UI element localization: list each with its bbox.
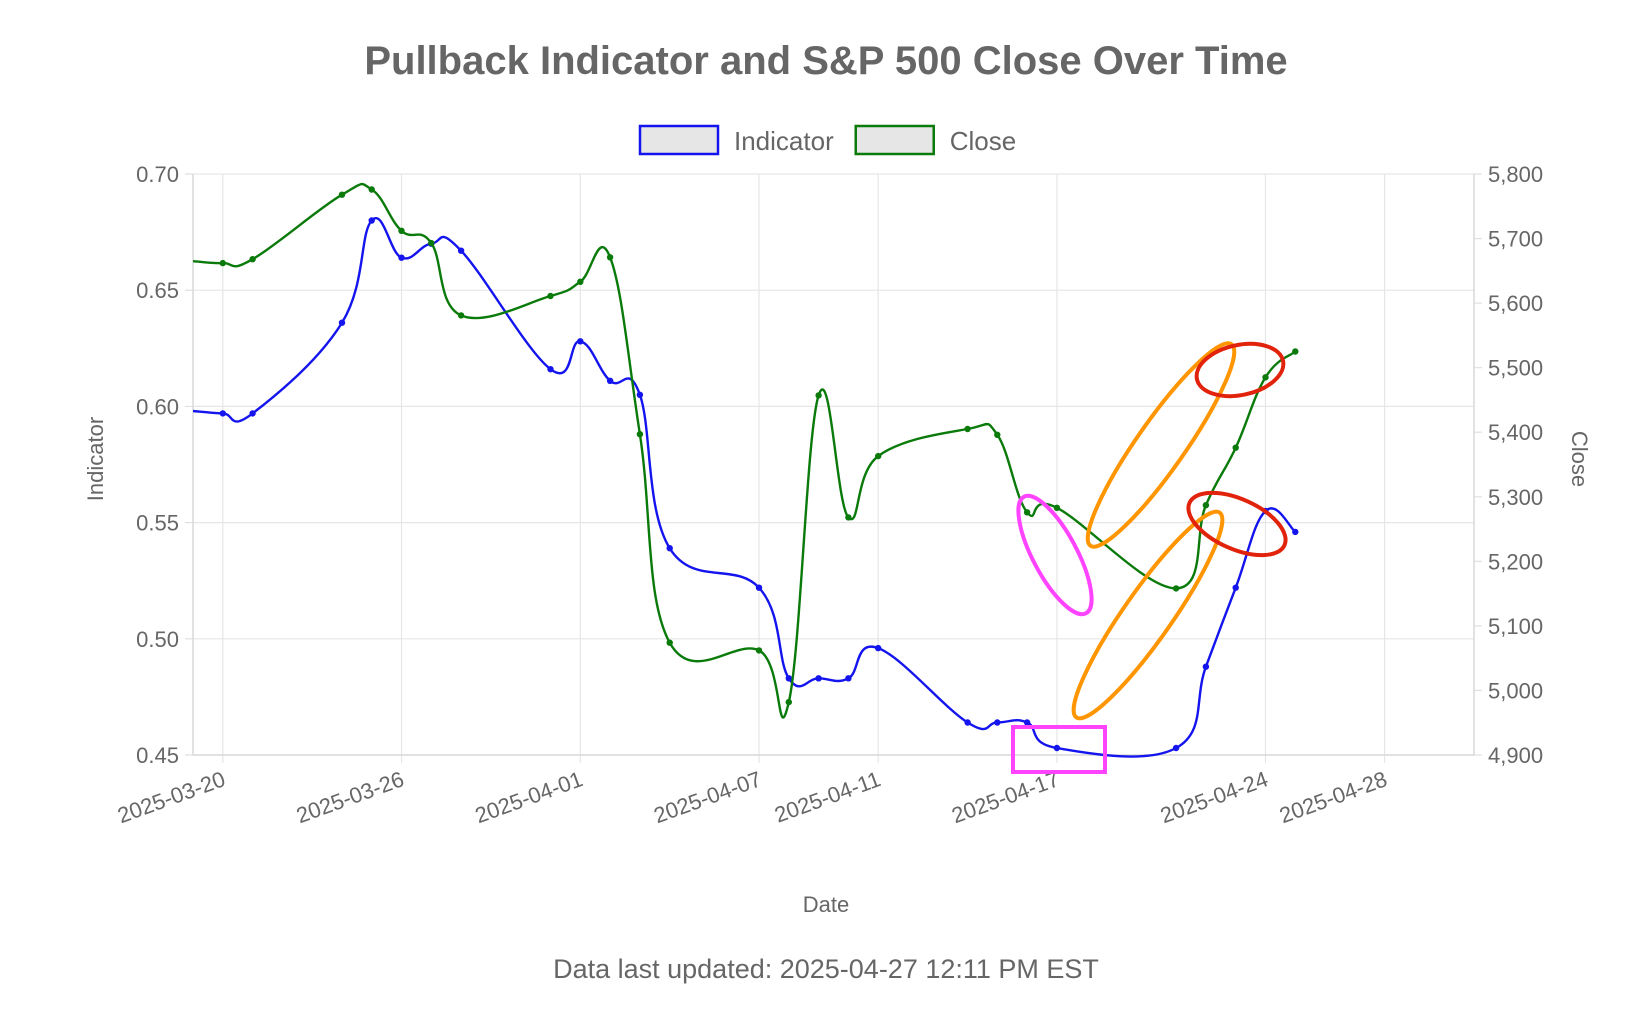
annotation-ellipse-orange-upper <box>1085 341 1237 549</box>
x-tick-label: 2025-04-11 <box>771 766 884 827</box>
y-right-tick-label: 5,400 <box>1488 420 1543 445</box>
annotations <box>1011 341 1288 774</box>
annotation-ellipse-magenta <box>1016 493 1094 617</box>
data-point-indicator[interactable] <box>875 644 882 652</box>
data-point-close[interactable] <box>785 698 792 706</box>
data-point-close[interactable] <box>1232 444 1239 451</box>
data-point-close[interactable] <box>249 256 256 263</box>
data-point-close[interactable] <box>547 292 554 300</box>
data-point-close[interactable] <box>875 452 882 460</box>
y-right-tick-label: 5,500 <box>1488 356 1543 381</box>
data-point-indicator[interactable] <box>457 247 465 254</box>
x-tick-label: 2025-04-01 <box>472 766 586 828</box>
annotation-box-magenta <box>1011 725 1107 774</box>
grid <box>193 173 1474 763</box>
data-point-indicator[interactable] <box>606 377 614 384</box>
data-point-indicator[interactable] <box>1202 663 1210 670</box>
data-point-close[interactable] <box>1262 374 1269 381</box>
data-point-close[interactable] <box>577 278 584 285</box>
y-right-tick-label: 5,700 <box>1488 227 1543 252</box>
data-point-close[interactable] <box>845 514 852 521</box>
series-line-close <box>193 182 1297 719</box>
y-axis-left-title: Indicator <box>83 417 108 501</box>
y-left-tick-label: 0.45 <box>136 743 179 768</box>
y-left-tick-label: 0.55 <box>136 511 179 536</box>
legend-label-indicator[interactable]: Indicator <box>734 126 834 156</box>
y-right-tick-label: 4,900 <box>1488 743 1543 768</box>
annotation-ellipse-red-upper <box>1194 341 1286 399</box>
chart-title: Pullback Indicator and S&P 500 Close Ove… <box>364 39 1287 83</box>
data-point-close[interactable] <box>428 239 435 247</box>
legend[interactable]: Indicator Close <box>638 124 1016 156</box>
y-left-tick-label: 0.70 <box>136 162 179 187</box>
data-point-indicator[interactable] <box>577 338 584 345</box>
data-point-close[interactable] <box>964 425 971 433</box>
series-close <box>193 182 1299 719</box>
y-right-tick-label: 5,800 <box>1488 162 1543 187</box>
y-right-tick-label: 5,600 <box>1488 291 1543 316</box>
data-point-indicator[interactable] <box>547 366 554 373</box>
data-point-indicator[interactable] <box>815 675 822 682</box>
data-point-close[interactable] <box>1023 509 1031 516</box>
y-left-tick-label: 0.65 <box>136 278 179 303</box>
series-line-indicator <box>193 216 1297 758</box>
data-point-indicator[interactable] <box>755 584 763 591</box>
y-right-tick-label: 5,000 <box>1488 678 1543 703</box>
data-point-indicator[interactable] <box>666 545 673 552</box>
y-right-tick-label: 5,300 <box>1488 485 1543 510</box>
legend-swatch-indicator[interactable] <box>638 124 720 156</box>
y-left-tick-label: 0.50 <box>136 627 179 652</box>
x-axis-title: Date <box>803 892 849 917</box>
data-point-close[interactable] <box>368 186 375 193</box>
data-point-indicator[interactable] <box>1172 744 1180 752</box>
data-point-indicator[interactable] <box>1292 528 1299 536</box>
data-point-close[interactable] <box>666 639 673 646</box>
x-tick-label: 2025-04-17 <box>948 766 1062 828</box>
data-point-close[interactable] <box>398 227 405 234</box>
y-axis-right-title: Close <box>1567 431 1592 487</box>
data-point-close[interactable] <box>1292 348 1299 355</box>
y-right-tick-label: 5,100 <box>1488 614 1543 639</box>
data-point-close[interactable] <box>219 259 226 267</box>
data-point-close[interactable] <box>1053 504 1061 511</box>
data-point-indicator[interactable] <box>964 719 971 726</box>
data-point-indicator[interactable] <box>845 675 852 682</box>
data-point-close[interactable] <box>457 312 465 319</box>
data-point-indicator[interactable] <box>368 217 375 224</box>
data-point-indicator[interactable] <box>1053 744 1061 752</box>
legend-swatch-close[interactable] <box>854 124 935 156</box>
data-point-indicator[interactable] <box>1232 584 1239 591</box>
data-point-close[interactable] <box>755 647 763 654</box>
data-point-close[interactable] <box>815 392 822 399</box>
annotation-ellipse-red-lower <box>1186 490 1288 558</box>
y-left-tick-label: 0.60 <box>136 394 179 419</box>
data-point-indicator[interactable] <box>249 410 256 417</box>
last-updated-text: Data last updated: 2025-04-27 12:11 PM E… <box>553 954 1099 984</box>
data-point-close[interactable] <box>994 431 1001 438</box>
axes: 0.45 0.50 0.55 0.60 0.65 0.70 4,900 5,000 5,100 5… <box>114 162 1543 828</box>
data-point-indicator[interactable] <box>994 719 1001 726</box>
series <box>193 182 1299 758</box>
data-point-close[interactable] <box>606 254 614 261</box>
data-point-close[interactable] <box>338 191 346 198</box>
data-point-indicator[interactable] <box>636 391 644 398</box>
data-point-indicator[interactable] <box>785 675 792 682</box>
data-point-close[interactable] <box>636 431 644 438</box>
x-tick-label: 2025-04-07 <box>650 766 764 828</box>
data-point-close[interactable] <box>1172 585 1180 592</box>
data-point-indicator[interactable] <box>398 254 405 261</box>
data-point-indicator[interactable] <box>1023 719 1031 726</box>
x-tick-label: 2025-03-20 <box>114 766 228 828</box>
x-tick-label: 2025-04-24 <box>1157 766 1271 828</box>
legend-label-close[interactable]: Close <box>950 126 1016 156</box>
x-tick-label: 2025-03-26 <box>293 766 407 828</box>
data-point-indicator[interactable] <box>338 319 346 326</box>
data-point-close[interactable] <box>1202 502 1210 509</box>
data-point-indicator[interactable] <box>219 410 226 417</box>
x-tick-label: 2025-04-28 <box>1276 766 1390 828</box>
y-right-tick-label: 5,200 <box>1488 549 1543 574</box>
annotation-ellipse-orange-lower <box>1071 509 1225 721</box>
